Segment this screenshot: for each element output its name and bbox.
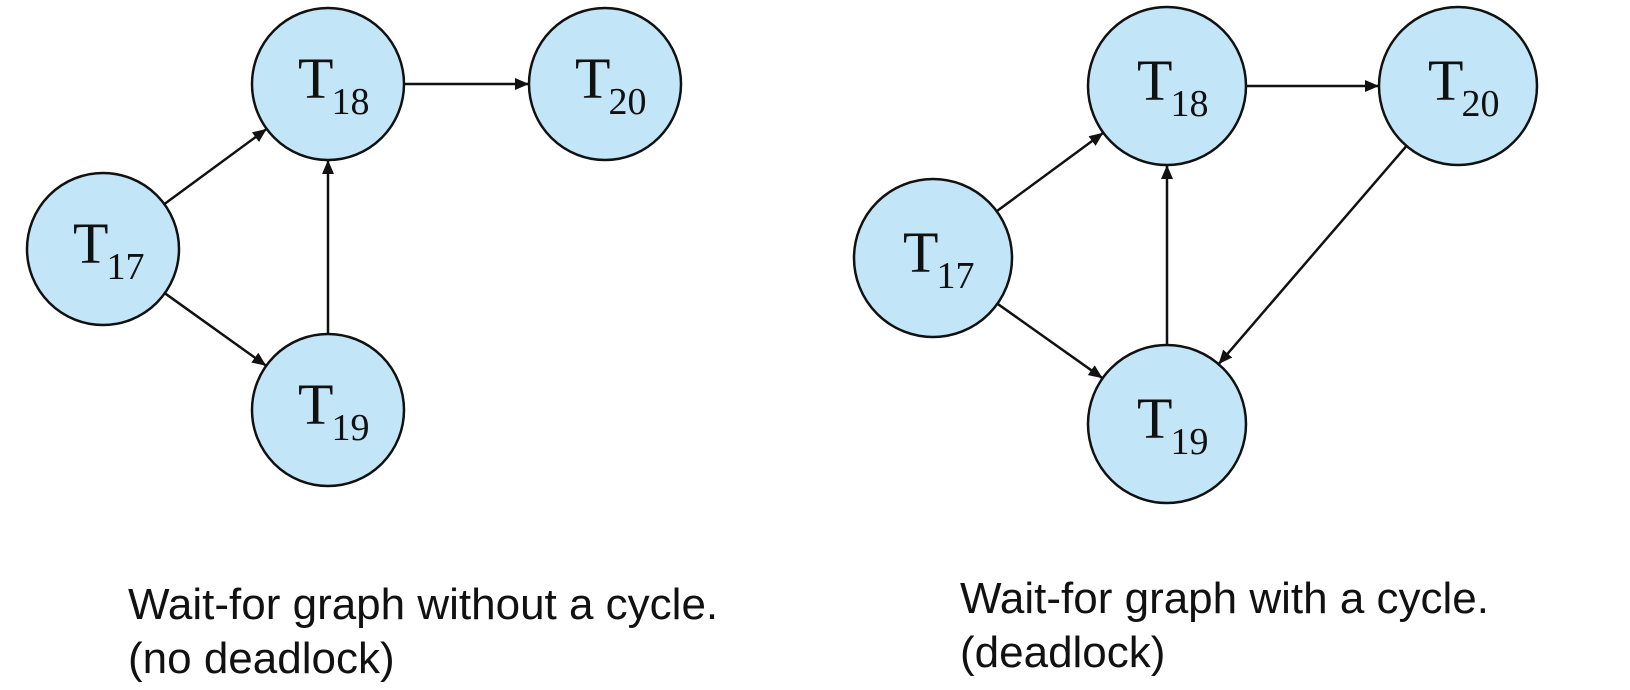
node-label-letter: T <box>1137 386 1172 451</box>
node-t18: T18 <box>250 6 406 162</box>
node-t19: T19 <box>250 332 406 488</box>
caption-deadlock-line1: Wait-for graph with a cycle. <box>960 574 1489 623</box>
edge-t17-to-t18 <box>995 132 1104 213</box>
caption-deadlock: Wait-for graph with a cycle. (deadlock) <box>960 572 1489 680</box>
node-circle <box>852 177 1014 339</box>
caption-deadlock-line2: (deadlock) <box>960 628 1166 677</box>
node-circle <box>25 171 181 327</box>
node-label-subscript: 20 <box>1461 83 1499 125</box>
node-label-subscript: 18 <box>331 81 369 123</box>
edge-t17-to-t18 <box>163 128 267 206</box>
node-label-letter: T <box>298 372 333 437</box>
node-label: T20 <box>575 46 646 123</box>
node-label-letter: T <box>575 46 610 111</box>
node-label-subscript: 19 <box>1170 421 1208 463</box>
caption-no-deadlock-line1: Wait-for graph without a cycle. <box>128 580 719 629</box>
node-circle <box>1086 5 1248 167</box>
node-label: T17 <box>73 211 144 288</box>
node-label: T17 <box>903 220 974 297</box>
node-circle <box>527 6 683 162</box>
node-circle <box>250 6 406 162</box>
edge-t17-to-t19 <box>164 292 267 367</box>
node-label-subscript: 17 <box>936 255 974 297</box>
node-t17: T17 <box>852 177 1014 339</box>
node-label: T20 <box>1428 48 1499 125</box>
node-label-letter: T <box>1428 48 1463 113</box>
node-label-letter: T <box>73 211 108 276</box>
node-label: T18 <box>1137 48 1208 125</box>
node-circle <box>1086 343 1248 505</box>
node-t20: T20 <box>527 6 683 162</box>
node-t19: T19 <box>1086 343 1248 505</box>
node-label-subscript: 18 <box>1170 83 1208 125</box>
node-label: T18 <box>298 46 369 123</box>
edge-t20-to-t19 <box>1218 145 1408 365</box>
node-label-subscript: 19 <box>331 407 369 449</box>
node-label: T19 <box>1137 386 1208 463</box>
caption-no-deadlock-line2: (no deadlock) <box>128 634 395 683</box>
node-label: T19 <box>298 372 369 449</box>
node-circle <box>1377 5 1539 167</box>
node-label-letter: T <box>298 46 333 111</box>
node-t20: T20 <box>1377 5 1539 167</box>
node-circle <box>250 332 406 488</box>
node-t17: T17 <box>25 171 181 327</box>
node-label-subscript: 17 <box>106 246 144 288</box>
node-t18: T18 <box>1086 5 1248 167</box>
node-label-subscript: 20 <box>608 81 646 123</box>
edge-t17-to-t19 <box>996 302 1103 379</box>
caption-no-deadlock: Wait-for graph without a cycle. (no dead… <box>128 578 718 686</box>
node-label-letter: T <box>903 220 938 285</box>
node-label-letter: T <box>1137 48 1172 113</box>
